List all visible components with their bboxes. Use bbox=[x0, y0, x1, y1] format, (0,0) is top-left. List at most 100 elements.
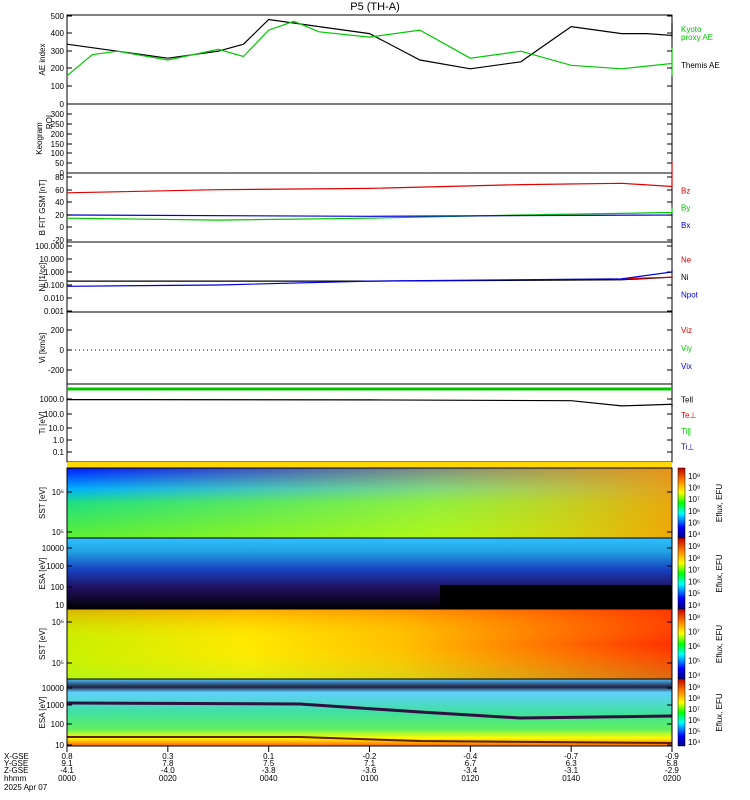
x-tick-ygse: 7.1 bbox=[364, 759, 376, 768]
x-tick-zgse: -4.0 bbox=[161, 766, 175, 775]
x-axis-row-label: 2025 Apr 07 bbox=[4, 783, 48, 792]
sst_e-cbar-tick: 10⁷ bbox=[688, 495, 700, 504]
density-tick-label: 10.000 bbox=[40, 255, 65, 264]
velocity-legend-0: Viz bbox=[681, 326, 692, 335]
density-tick-label: 0.010 bbox=[44, 294, 65, 303]
temperature-tick-label: 100.0 bbox=[44, 410, 65, 419]
sst_e-tick-label: 10⁵ bbox=[52, 528, 64, 537]
esa_i-cbar-tick: 10⁸ bbox=[688, 694, 700, 703]
x-tick-hhmm: 0140 bbox=[562, 774, 580, 783]
series-line-kyoto-proxy-ae bbox=[66, 20, 673, 77]
sst_i-cbar-label: Eflux, EFU bbox=[715, 625, 724, 663]
density-ylabel: Ni [1/cc] bbox=[38, 263, 47, 292]
series-line-npot bbox=[66, 269, 673, 287]
x-tick-xgse: 0.3 bbox=[162, 752, 174, 761]
x-tick-zgse: -3.8 bbox=[262, 766, 276, 775]
x-axis-row-label: X-GSE bbox=[4, 752, 29, 761]
x-tick-zgse: -3.4 bbox=[463, 766, 477, 775]
x-tick-xgse: -0.9 bbox=[665, 752, 679, 761]
roi-sublabel: Keogram bbox=[35, 122, 44, 155]
x-tick-zgse: -4.1 bbox=[60, 766, 74, 775]
density-tick-label: 100.000 bbox=[35, 242, 64, 251]
x-tick-ygse: 6.7 bbox=[465, 759, 477, 768]
ae-legend-0: Kyoto bbox=[681, 25, 702, 34]
series-line-by bbox=[66, 207, 673, 221]
bfield-ylabel: B FIT GSM [nT] bbox=[38, 180, 47, 236]
esa_i-cbar-tick: 10⁶ bbox=[688, 716, 700, 725]
series-line-bz bbox=[66, 161, 673, 194]
roi-tick-label: 50 bbox=[55, 159, 64, 168]
series-line-themis-ae bbox=[66, 18, 673, 70]
sst_i-cbar-tick: 10⁴ bbox=[688, 671, 701, 680]
esa_i-cbar-tick: 10⁹ bbox=[688, 683, 700, 692]
x-tick-xgse: -0.7 bbox=[564, 752, 578, 761]
x-tick-ygse: 6.3 bbox=[566, 759, 578, 768]
sst_e-cbar-tick: 10⁹ bbox=[688, 472, 700, 481]
temperature-tick-label: 0.1 bbox=[53, 448, 65, 457]
sst_e-tick-label: 10⁶ bbox=[52, 488, 64, 497]
x-tick-zgse: -2.9 bbox=[665, 766, 679, 775]
sst_i-cbar-tick: 10⁸ bbox=[688, 613, 700, 622]
ae-tick-label: 400 bbox=[51, 29, 65, 38]
esa_i-cbar-tick: 10⁷ bbox=[688, 705, 700, 714]
esa_e-cbar-label: Eflux, EFU bbox=[715, 554, 724, 592]
roi-tick-label: 200 bbox=[51, 130, 65, 139]
esa_i-tick-label: 100 bbox=[51, 720, 65, 729]
series-line-ni bbox=[67, 275, 673, 282]
x-tick-hhmm: 0200 bbox=[663, 774, 681, 783]
x-axis-row-label: Z-GSE bbox=[4, 766, 28, 775]
panel-frames bbox=[66, 14, 673, 463]
x-tick-xgse: -0.4 bbox=[463, 752, 477, 761]
series-line-bx bbox=[66, 213, 673, 217]
sst_e-ylabel: SST [eV] bbox=[38, 487, 47, 519]
roi-tick-label: 250 bbox=[51, 120, 65, 129]
series-layer bbox=[66, 18, 673, 407]
x-tick-hhmm: 0000 bbox=[58, 774, 76, 783]
velocity-ylabel: Vi [km/s] bbox=[38, 333, 47, 364]
x-tick-hhmm: 0100 bbox=[361, 774, 379, 783]
esa_e-cbar-tick: 10⁴ bbox=[688, 601, 701, 610]
esa_i-tick-label: 10000 bbox=[42, 684, 65, 693]
bfield-tick-label: 60 bbox=[55, 186, 64, 195]
bfield-legend-0: Bz bbox=[681, 186, 690, 195]
bfield-tick-label: 40 bbox=[55, 198, 64, 207]
x-tick-xgse: 0.1 bbox=[263, 752, 275, 761]
velocity-legend-2: Vix bbox=[681, 362, 692, 371]
colorbars bbox=[677, 467, 686, 747]
sst_e-cbar-tick: 10⁸ bbox=[688, 484, 700, 493]
velocity-tick-label: 200 bbox=[51, 326, 65, 335]
spectrogram-sst-electrons bbox=[66, 462, 673, 539]
spectrogram-sst-ions bbox=[66, 608, 673, 680]
temperature-tick-label: 1.0 bbox=[53, 436, 65, 445]
roi-tick-label: 300 bbox=[51, 110, 65, 119]
sst_e-cbar-tick: 10⁵ bbox=[688, 518, 700, 527]
esa_e-cbar-tick: 10⁷ bbox=[688, 566, 700, 575]
ae-tick-label: 500 bbox=[51, 12, 65, 21]
x-tick-ygse: 5.8 bbox=[666, 759, 678, 768]
x-tick-hhmm: 0040 bbox=[260, 774, 278, 783]
density-legend-2: Npot bbox=[681, 291, 699, 300]
x-tick-zgse: -3.1 bbox=[564, 766, 578, 775]
x-tick-xgse: -0.2 bbox=[363, 752, 377, 761]
temperature-ylabel: Ti [eV] bbox=[38, 412, 47, 435]
ae-tick-label: 100 bbox=[51, 82, 65, 91]
bfield-tick-label: 20 bbox=[55, 211, 64, 220]
spectrogram-esa-ions bbox=[66, 678, 673, 747]
x-tick-hhmm: 0120 bbox=[461, 774, 479, 783]
ae-tick-label: 200 bbox=[51, 64, 65, 73]
roi-ylabel: ROI bbox=[45, 115, 54, 129]
esa_i-ylabel: ESA [eV] bbox=[38, 696, 47, 728]
roi-tick-label: 0 bbox=[60, 169, 65, 178]
temperature-tick-label: 10.0 bbox=[48, 424, 64, 433]
density-tick-label: 1.000 bbox=[44, 268, 65, 277]
bfield-tick-label: -20 bbox=[52, 236, 64, 245]
x-axis-row-label: hhmm bbox=[4, 774, 27, 783]
esa_i-tick-label: 10 bbox=[55, 741, 64, 750]
ae-legend-1: proxy AE bbox=[681, 33, 713, 42]
esa_e-cbar-tick: 10⁶ bbox=[688, 577, 700, 586]
temperature-legend-2: Ti∥ bbox=[681, 427, 691, 436]
x-tick-ygse: 7.8 bbox=[162, 759, 174, 768]
esa_i-cbar-tick: 10⁵ bbox=[688, 727, 700, 736]
ae-tick-label: 300 bbox=[51, 47, 65, 56]
density-legend-0: Ne bbox=[681, 256, 692, 265]
